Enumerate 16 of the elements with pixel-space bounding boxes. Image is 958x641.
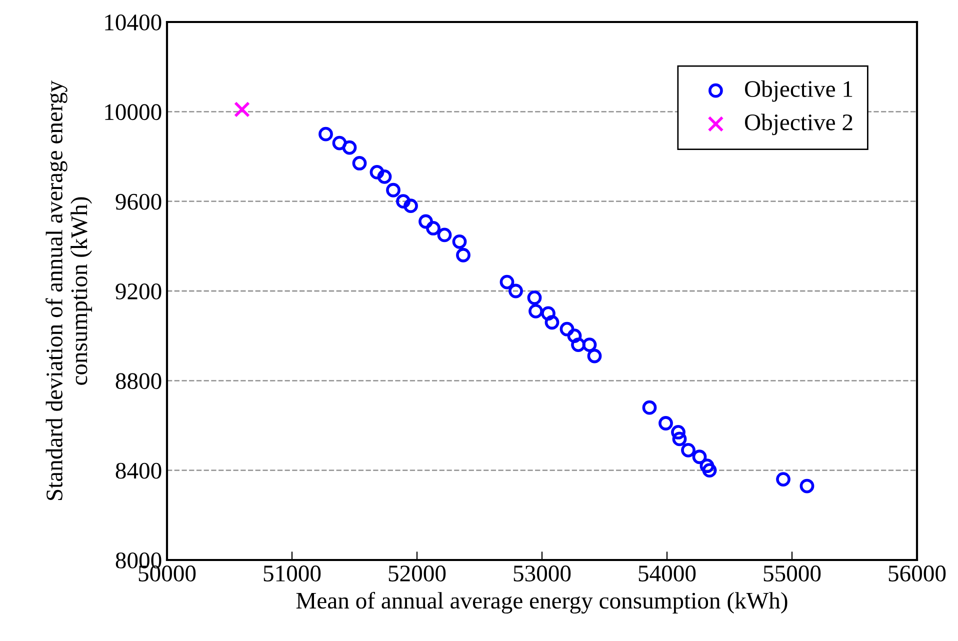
x-tick-label: 56000 bbox=[888, 566, 946, 582]
x-axis-title: Mean of annual average energy consumption (kWh) bbox=[296, 592, 788, 614]
x-tick-label: 51000 bbox=[264, 566, 321, 582]
x-tick-label: 52000 bbox=[388, 566, 446, 582]
y-tick-label: 10000 bbox=[105, 104, 162, 120]
x-tick-label: 54000 bbox=[638, 566, 696, 582]
legend-label: Objective 2 bbox=[745, 114, 852, 136]
legend-label: Objective 1 bbox=[745, 80, 852, 102]
y-tick-label: 8800 bbox=[116, 373, 162, 390]
y-tick-label: 9600 bbox=[116, 194, 162, 210]
x-tick-label: 55000 bbox=[764, 566, 821, 582]
y-tick-label: 8400 bbox=[116, 462, 162, 479]
y-axis-title: Standard deviation of annual average energy consumption (kWh) bbox=[46, 80, 92, 500]
x-tick-label: 53000 bbox=[514, 566, 571, 582]
y-tick-label: 10400 bbox=[105, 14, 162, 30]
y-tick-label: 9200 bbox=[116, 283, 162, 300]
